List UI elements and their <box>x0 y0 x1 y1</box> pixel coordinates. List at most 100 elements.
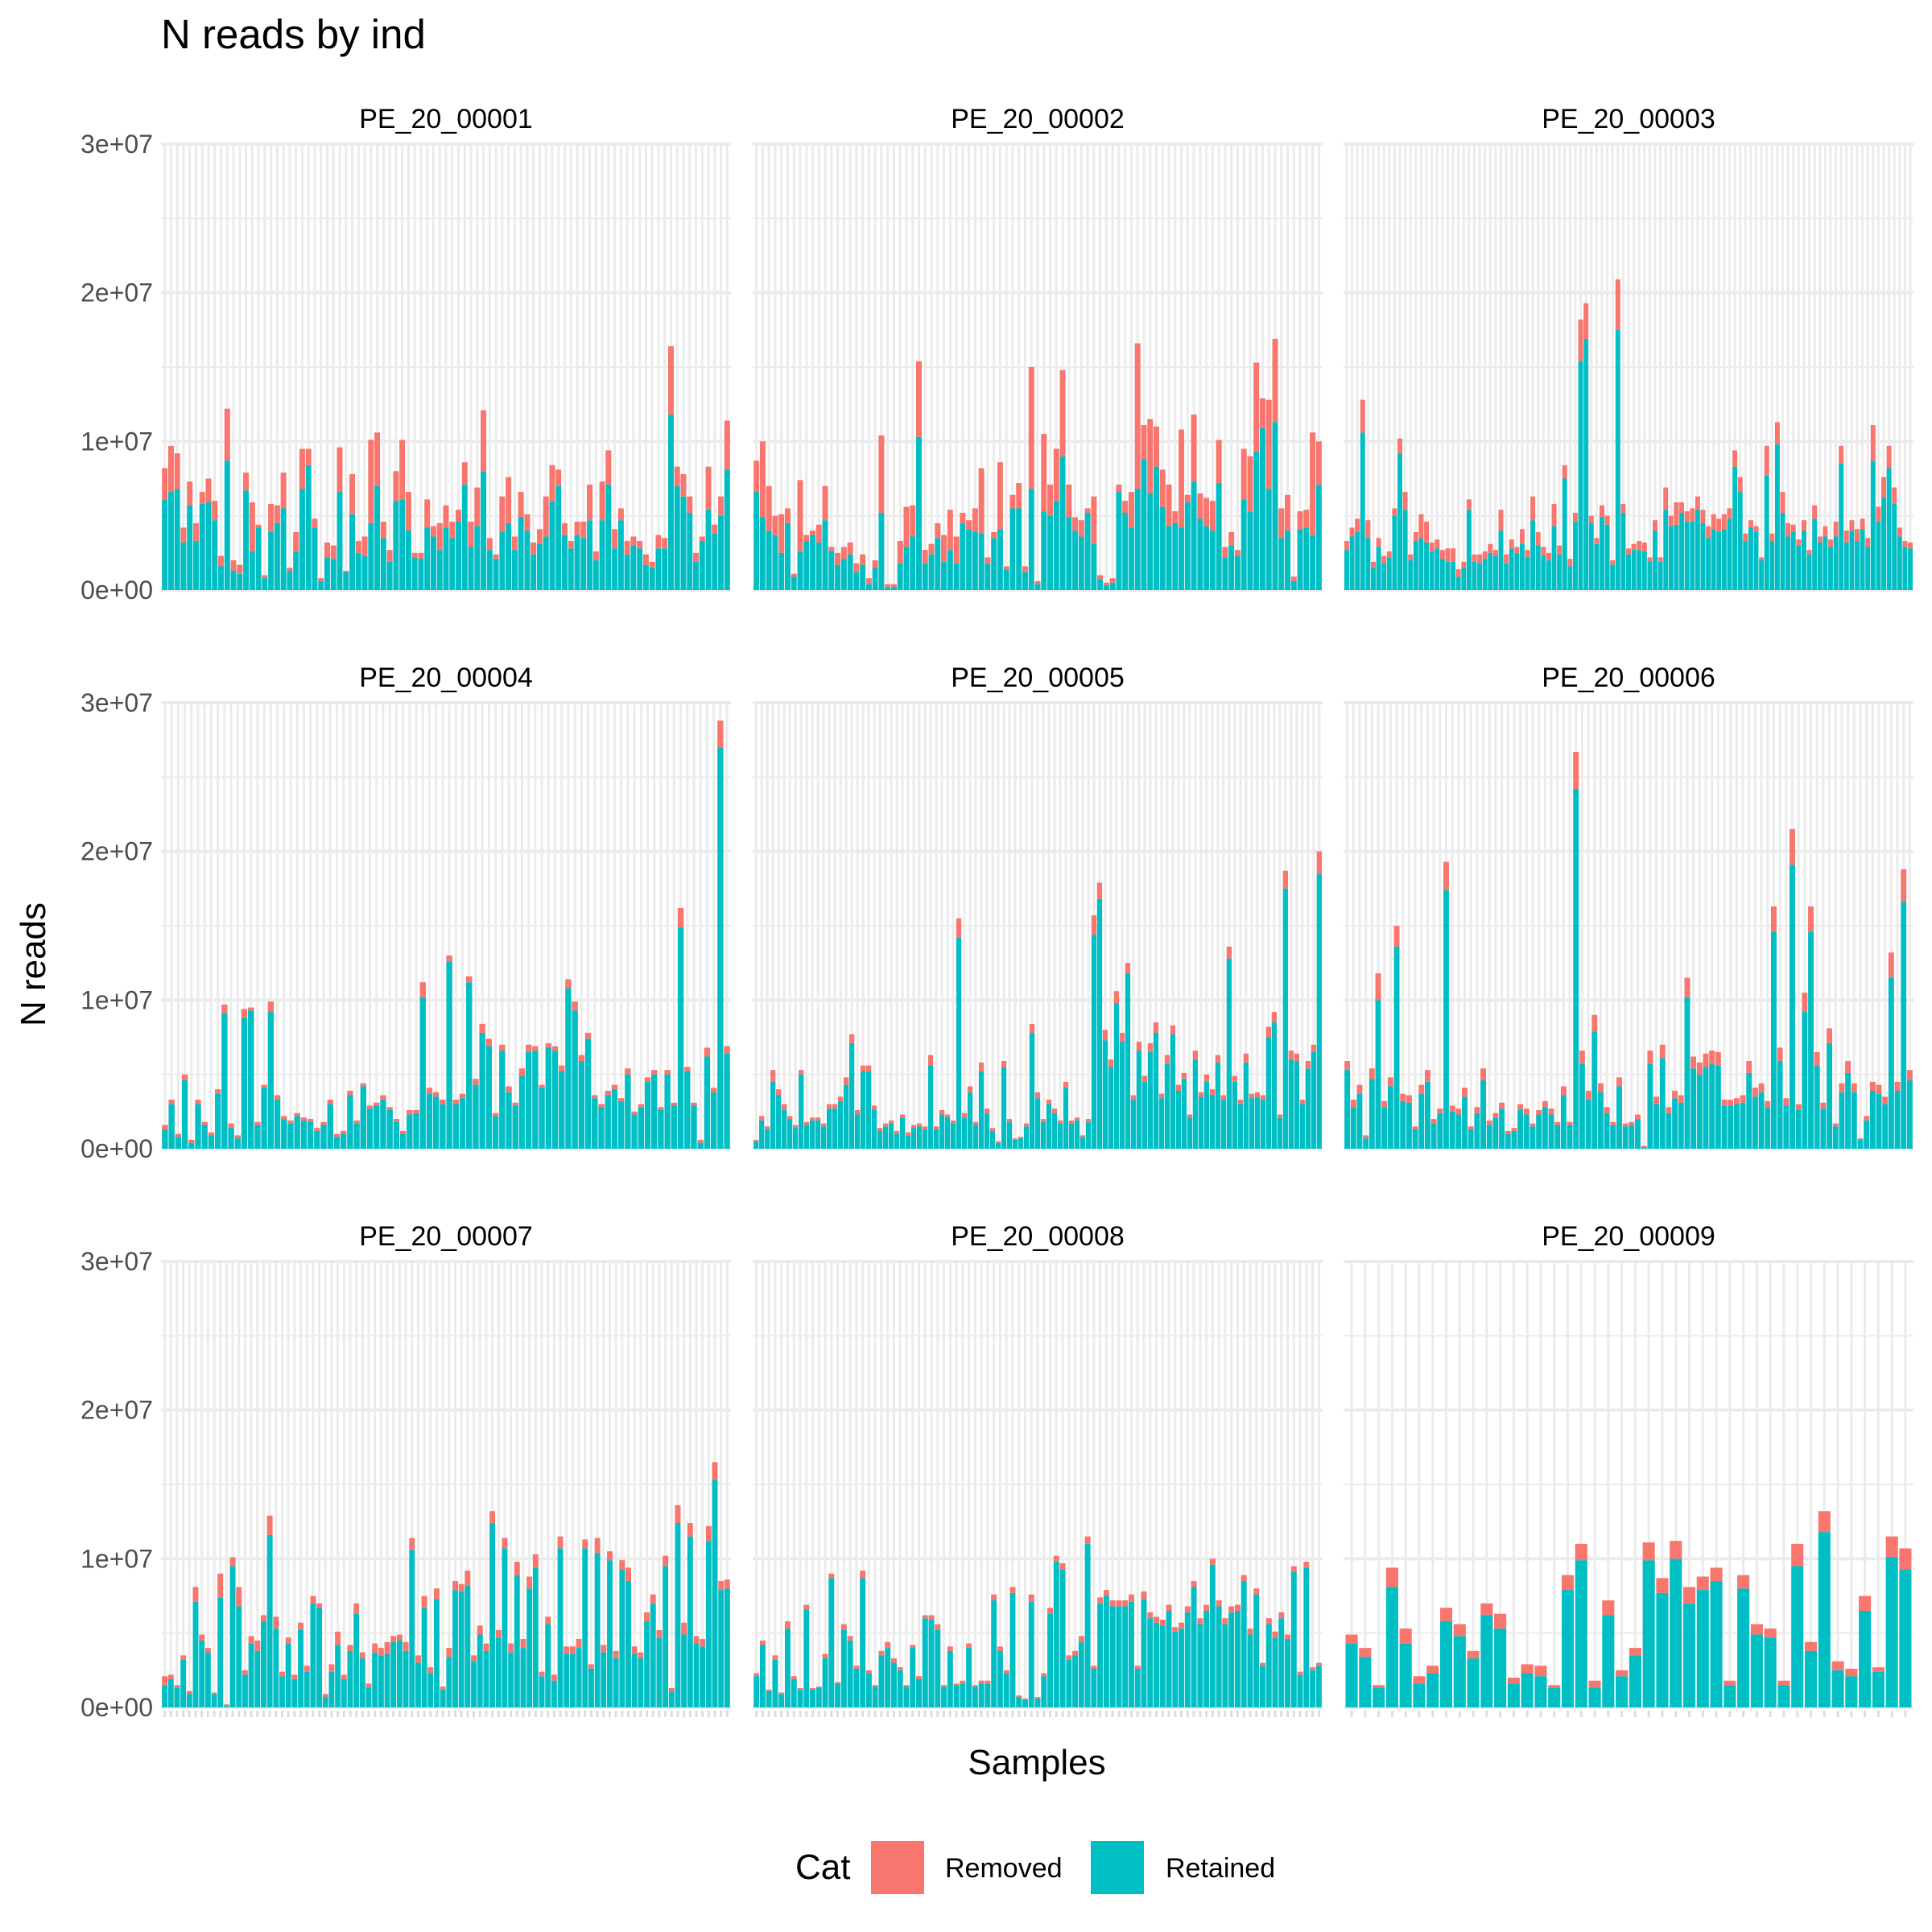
bar-sample-49 <box>1641 1146 1647 1149</box>
bar-segment-retained <box>1474 1113 1480 1149</box>
bar-segment-removed <box>804 1121 810 1125</box>
bar-segment-retained <box>704 1056 711 1149</box>
chart-title: N reads by ind <box>161 11 426 57</box>
bar-sample-62 <box>1096 882 1103 1149</box>
bar-segment-retained <box>1097 580 1104 590</box>
bar-segment-retained <box>266 1534 273 1707</box>
bar-sample-51 <box>474 487 481 590</box>
bar-segment-retained <box>1827 547 1833 590</box>
bar-segment-removed <box>699 536 705 542</box>
bar-segment-removed <box>961 1113 968 1118</box>
bar-sample-30 <box>353 1120 360 1149</box>
bar-segment-retained <box>717 747 724 1149</box>
bar-segment-removed <box>186 1690 192 1695</box>
bar-segment-removed <box>1305 1061 1311 1069</box>
bar-sample-29 <box>347 1090 353 1149</box>
bar-sample-1 <box>162 1676 168 1707</box>
bar-sample-38 <box>961 1113 968 1149</box>
bar-segment-retained <box>291 1678 298 1707</box>
bar-segment-retained <box>935 538 941 590</box>
bar-sample-78 <box>1234 550 1241 590</box>
bar-segment-removed <box>1588 515 1594 523</box>
bar-segment-retained <box>1696 1074 1703 1149</box>
bar-sample-34 <box>939 1109 945 1149</box>
bar-segment-removed <box>828 547 835 551</box>
bar-sample-4 <box>181 1074 188 1149</box>
bar-segment-retained <box>1519 543 1525 590</box>
bar-segment-retained <box>1560 1095 1567 1149</box>
bar-segment-retained <box>1016 1697 1022 1707</box>
bar-sample-64 <box>1108 1059 1114 1149</box>
bar-segment-retained <box>162 499 168 590</box>
bar-segment-retained <box>1418 1093 1425 1149</box>
bar-segment-retained <box>1748 527 1753 590</box>
bar-segment-retained <box>1371 568 1376 590</box>
bar-segment-retained <box>582 1548 588 1707</box>
bar-sample-33 <box>1514 547 1520 590</box>
bar-sample-6 <box>784 508 791 590</box>
bar-sample-10 <box>1467 1650 1480 1707</box>
bar-segment-retained <box>1591 1031 1598 1149</box>
bar-segment-retained <box>298 1629 303 1707</box>
bar-segment-retained <box>1845 1072 1852 1149</box>
bar-sample-75 <box>1216 1600 1222 1707</box>
bar-sample-62 <box>1134 343 1141 590</box>
bar-segment-retained <box>1413 541 1418 590</box>
bar-sample-89 <box>1303 510 1310 590</box>
bar-segment-removed <box>1864 1116 1870 1121</box>
bar-sample-52 <box>477 1625 483 1707</box>
bar-segment-removed <box>1012 1138 1018 1140</box>
bar-segment-retained <box>1682 1603 1696 1707</box>
bar-sample-67 <box>598 1104 605 1149</box>
bar-segment-retained <box>878 512 885 590</box>
bar-sample-86 <box>693 552 700 590</box>
bar-segment-retained <box>1894 1090 1901 1149</box>
bar-sample-84 <box>1272 1631 1278 1707</box>
bar-segment-retained <box>1865 547 1871 590</box>
bar-segment-removed <box>772 515 778 535</box>
bar-segment-removed <box>947 510 953 551</box>
bar-segment-removed <box>759 1116 765 1121</box>
bar-segment-removed <box>770 1070 776 1082</box>
bar-segment-removed <box>1769 533 1775 542</box>
bar-segment-retained <box>803 1609 810 1707</box>
bar-segment-removed <box>1197 1618 1203 1624</box>
bar-sample-75 <box>1737 477 1743 590</box>
bar-segment-retained <box>853 1668 860 1707</box>
bar-sample-46 <box>459 1093 466 1149</box>
bar-segment-retained <box>1758 1092 1765 1149</box>
bar-segment-removed <box>426 1088 433 1094</box>
bar-segment-retained <box>1028 489 1034 590</box>
bar-segment-removed <box>1721 1100 1728 1106</box>
bar-segment-retained <box>1191 481 1197 590</box>
bar-sample-7 <box>201 1121 208 1149</box>
bar-sample-36 <box>393 1119 400 1149</box>
bar-segment-removed <box>1184 494 1191 503</box>
bar-segment-retained <box>810 1120 815 1149</box>
bar-segment-removed <box>1710 1567 1723 1582</box>
bar-segment-removed <box>1724 1680 1736 1686</box>
bar-segment-retained <box>1750 1634 1763 1707</box>
bar-sample-65 <box>1154 426 1159 590</box>
bar-segment-retained <box>1588 522 1594 590</box>
bar-sample-55 <box>1091 1666 1097 1707</box>
bar-segment-retained <box>1006 1121 1013 1149</box>
bar-segment-retained <box>972 1686 978 1707</box>
bar-segment-removed <box>458 1583 464 1591</box>
bar-sample-97 <box>1855 529 1860 590</box>
bar-segment-removed <box>922 1615 928 1619</box>
bar-segment-retained <box>303 1671 310 1707</box>
bar-sample-26 <box>894 1130 900 1149</box>
bar-sample-36 <box>380 522 386 590</box>
bar-segment-retained <box>1285 530 1291 590</box>
bar-segment-retained <box>167 492 174 590</box>
bar-sample-61 <box>1091 915 1097 1149</box>
bar-segment-retained <box>594 1552 601 1707</box>
bar-segment-removed <box>1041 434 1047 512</box>
bar-sample-75 <box>624 541 630 590</box>
x-axis-ticks <box>755 1711 1320 1717</box>
bar-segment-removed <box>854 1109 861 1115</box>
bar-segment-removed <box>1594 538 1600 544</box>
bar-sample-33 <box>953 536 960 590</box>
bar-sample-24 <box>882 1123 889 1149</box>
